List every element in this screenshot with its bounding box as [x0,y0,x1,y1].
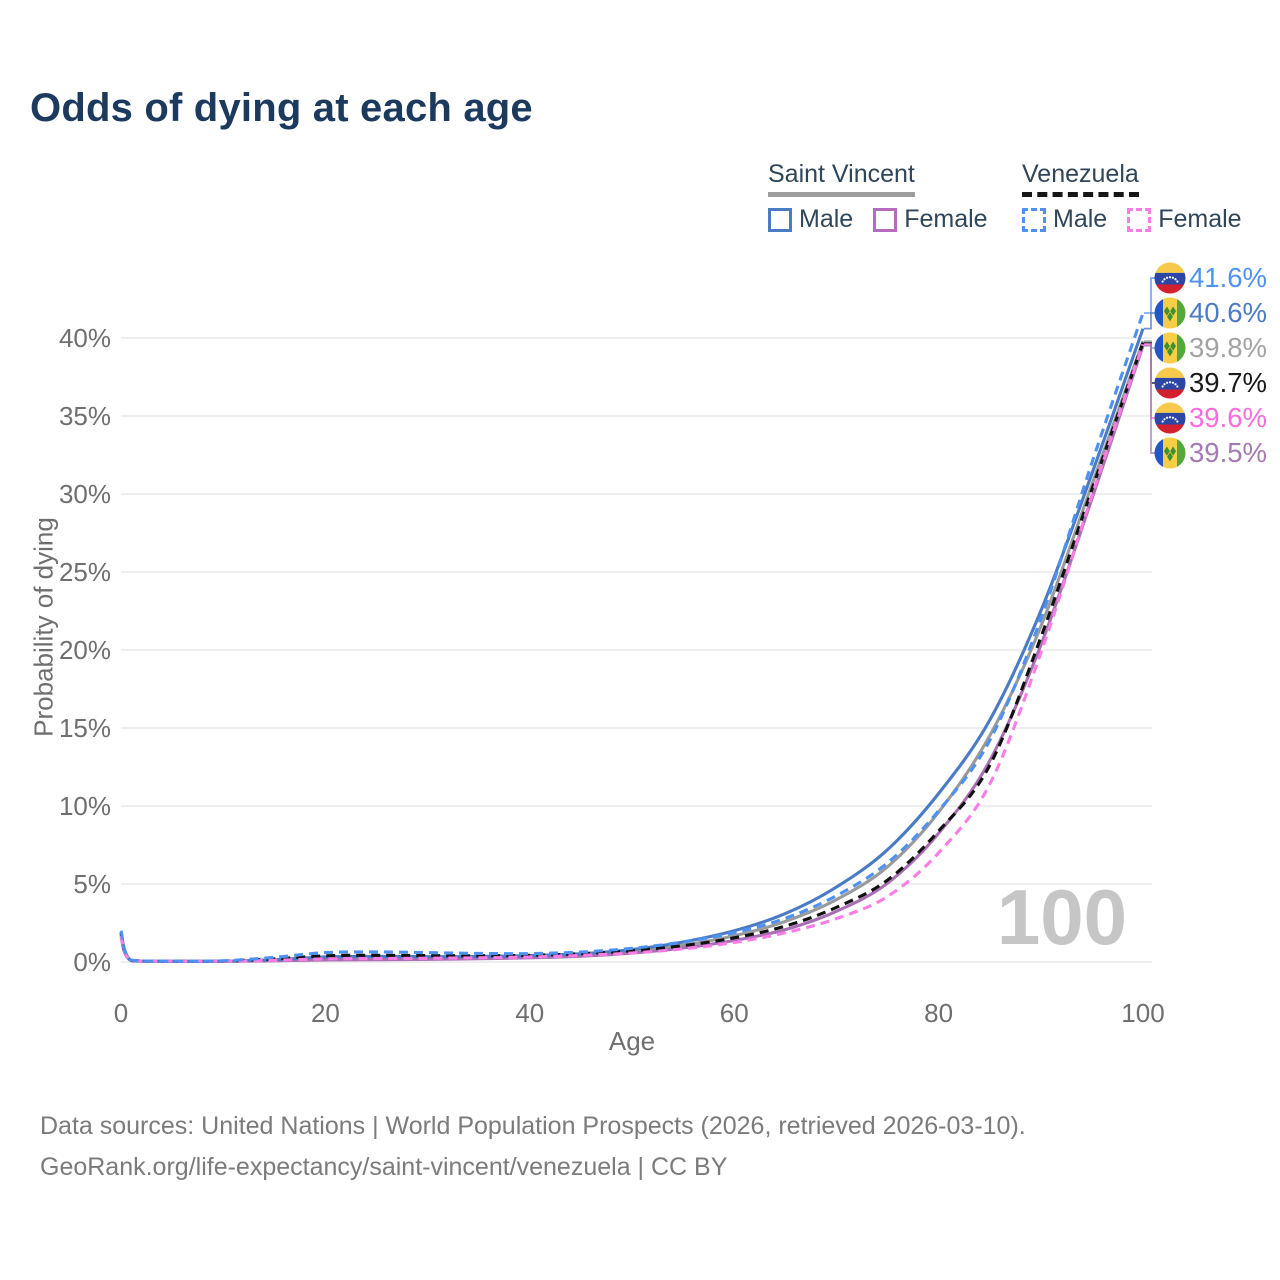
legend-swatch-saint-vincent-female[interactable] [873,207,898,232]
end-label-connector-venezuela-male [1144,277,1156,314]
y-tick-label: 20% [59,635,111,665]
y-tick-label: 25% [59,557,111,587]
x-tick-label: 60 [720,998,749,1028]
legend-items-saint-vincent: Male Female [768,205,988,234]
watermark-age-label: 100 [997,873,1127,961]
flag-icon-saint-vincent [1154,332,1186,364]
legend-label-saint-vincent-male[interactable]: Male [799,205,854,233]
series-line-venezuela-female [119,343,1145,963]
y-tick-label: 35% [59,401,111,431]
y-tick-label: 5% [73,869,111,899]
legend-label-venezuela-female[interactable]: Female [1158,205,1242,233]
legend-label-venezuela-male[interactable]: Male [1053,205,1108,233]
legend-swatch-venezuela-male[interactable] [1022,207,1046,232]
y-axis-title: Probability of dying [28,517,59,737]
end-label-value-saint-vincent-male: 40.6% [1189,297,1267,328]
end-label-value-saint-vincent-all: 39.8% [1189,332,1267,363]
legend-items-venezuela: Male Female [1022,205,1242,234]
x-tick-label: 100 [1121,998,1164,1028]
footer-attribution-line: GeoRank.org/life-expectancy/saint-vincen… [40,1153,728,1181]
series-line-venezuela-male [119,312,1145,963]
end-label-connector-saint-vincent-male [1144,312,1156,330]
series-line-venezuela-all [119,342,1145,963]
x-tick-label: 20 [311,998,340,1028]
legend-group-saint-vincent: Saint Vincent Male Female [768,160,988,234]
footer-source-line: Data sources: United Nations | World Pop… [40,1112,1026,1140]
end-label-value-venezuela-all: 39.7% [1189,367,1267,398]
legend-title-saint-vincent: Saint Vincent [768,160,915,197]
footer: Data sources: United Nations | World Pop… [40,1106,1026,1188]
legend-swatch-saint-vincent-male[interactable] [768,207,792,232]
end-label-value-venezuela-male: 41.6% [1189,262,1267,293]
y-tick-label: 15% [59,713,111,743]
series-line-saint-vincent-female [119,345,1145,964]
y-tick-label: 40% [59,323,111,353]
end-label-connector-saint-vincent-female [1144,344,1156,454]
legend-label-saint-vincent-female[interactable]: Female [904,205,988,233]
y-tick-label: 10% [59,791,111,821]
legend-title-venezuela: Venezuela [1022,160,1139,197]
end-label-value-venezuela-female: 39.6% [1189,402,1267,433]
legend-swatch-venezuela-female[interactable] [1127,207,1152,232]
y-tick-label: 0% [73,947,111,977]
legend-group-venezuela: Venezuela Male Female [1022,160,1242,234]
x-axis-title: Age [608,1026,656,1056]
x-tick-label: 80 [924,998,953,1028]
y-tick-label: 30% [59,479,111,509]
end-label-connector-venezuela-female [1144,343,1156,419]
page-title: Odds of dying at each age [30,86,533,130]
flag-icon-venezuela [1154,367,1186,399]
flag-icon-saint-vincent [1154,437,1186,469]
series-line-saint-vincent-all [119,340,1145,963]
flag-icon-saint-vincent [1154,297,1186,329]
x-tick-label: 40 [515,998,544,1028]
flag-icon-venezuela [1154,262,1186,294]
end-label-value-saint-vincent-female: 39.5% [1189,437,1267,468]
flag-icon-venezuela [1154,402,1186,434]
x-tick-label: 0 [114,998,128,1028]
series-line-saint-vincent-male [119,328,1145,963]
